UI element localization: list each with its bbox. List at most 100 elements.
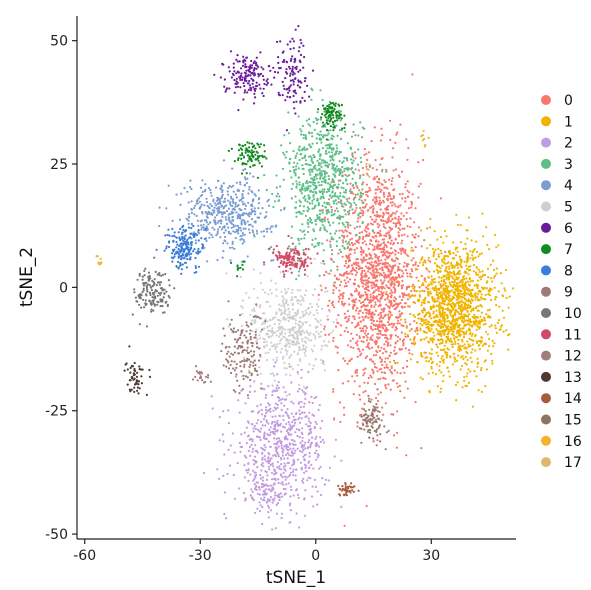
data-point [338, 229, 341, 232]
data-point [218, 225, 221, 229]
data-point [445, 308, 448, 311]
data-point [326, 290, 329, 293]
data-point [310, 159, 313, 162]
data-point [330, 302, 333, 305]
data-point [474, 298, 477, 301]
data-point [314, 223, 318, 226]
data-point [436, 297, 439, 300]
data-point [307, 313, 311, 316]
data-point [373, 313, 376, 316]
data-point [409, 272, 412, 275]
data-point [259, 504, 262, 507]
data-point [404, 186, 407, 189]
data-point [354, 209, 357, 212]
data-point [382, 191, 385, 194]
data-point [427, 259, 430, 262]
data-point [414, 246, 417, 249]
data-point [477, 279, 480, 282]
data-point [321, 125, 324, 128]
data-point [305, 330, 308, 333]
data-point [343, 312, 346, 315]
data-point [504, 289, 507, 292]
data-point [303, 444, 306, 447]
data-point [341, 234, 344, 237]
data-point [281, 397, 284, 400]
data-point [373, 382, 377, 386]
data-point [252, 287, 256, 290]
data-point [417, 313, 420, 316]
data-point [466, 237, 469, 240]
data-point [301, 310, 304, 313]
data-point [337, 217, 340, 220]
data-point [454, 294, 457, 297]
data-point [303, 402, 306, 405]
data-point [364, 367, 367, 370]
data-point [420, 274, 423, 277]
data-point [274, 402, 277, 405]
data-point [343, 285, 346, 288]
data-point [294, 195, 297, 198]
data-point [361, 241, 364, 245]
data-point [321, 477, 324, 480]
data-point [328, 163, 331, 166]
data-point [311, 160, 314, 164]
data-point [244, 402, 247, 405]
data-point [377, 185, 380, 188]
data-point [398, 175, 401, 178]
data-point [258, 488, 261, 491]
data-point [321, 146, 324, 150]
data-point [461, 319, 464, 322]
data-point [228, 217, 231, 220]
data-point [344, 259, 347, 263]
data-point [477, 344, 480, 347]
data-point [379, 303, 382, 306]
data-point [313, 245, 316, 248]
data-point [213, 219, 216, 222]
data-point [227, 186, 230, 190]
data-point [428, 283, 431, 286]
data-point [413, 315, 416, 318]
data-point [451, 286, 454, 289]
data-point [420, 447, 423, 450]
data-point [457, 324, 460, 327]
data-point [351, 152, 354, 155]
data-point [276, 466, 279, 469]
data-point [373, 176, 376, 179]
data-point [275, 195, 278, 198]
data-point [407, 285, 410, 289]
data-point [387, 216, 390, 219]
data-point [240, 220, 243, 223]
data-point [221, 433, 224, 436]
data-point [367, 316, 370, 319]
data-point [320, 133, 323, 136]
data-point [427, 329, 431, 332]
data-point [440, 280, 443, 283]
data-point [346, 142, 349, 145]
data-point [378, 336, 381, 339]
data-point [202, 226, 205, 229]
data-point [466, 267, 469, 271]
data-point [375, 354, 378, 357]
data-point [316, 490, 319, 493]
data-point [301, 212, 304, 215]
data-point [290, 451, 293, 454]
data-point [305, 346, 308, 349]
data-point [320, 184, 323, 187]
data-point [193, 207, 196, 210]
data-point [326, 164, 329, 167]
data-point [505, 296, 508, 299]
data-point [303, 331, 306, 334]
data-point [456, 336, 459, 339]
data-point [351, 243, 354, 247]
data-point [434, 373, 437, 376]
data-point [344, 316, 347, 320]
data-point [389, 242, 392, 245]
data-point [245, 469, 248, 472]
data-point [272, 483, 275, 486]
data-point [439, 283, 442, 286]
data-point [299, 441, 302, 444]
data-point [265, 420, 268, 423]
data-point [370, 261, 373, 264]
data-point [351, 153, 354, 157]
data-point [276, 502, 280, 505]
